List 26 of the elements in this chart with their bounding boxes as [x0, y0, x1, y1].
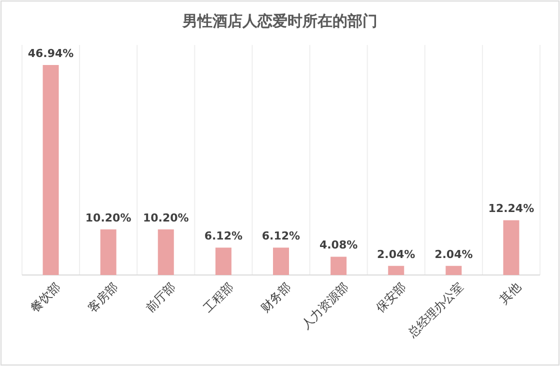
- x-tick-label: 餐饮部: [28, 280, 64, 315]
- bar: [503, 220, 520, 275]
- x-tick-label: 人力资源部: [298, 280, 351, 332]
- bar: [273, 248, 289, 275]
- data-label: 6.12%: [204, 230, 243, 243]
- data-label: 4.08%: [319, 238, 358, 252]
- x-tick-label: 财务部: [258, 280, 294, 315]
- x-tick-label: 工程部: [200, 280, 236, 315]
- data-label: 12.24%: [488, 202, 534, 216]
- data-label: 10.20%: [85, 211, 132, 224]
- bar: [42, 65, 59, 275]
- data-label: 46.94%: [28, 47, 74, 60]
- data-label: 2.04%: [434, 248, 473, 261]
- bar: [215, 248, 232, 275]
- bar: [388, 266, 404, 275]
- data-label: 6.12%: [262, 230, 300, 243]
- data-label: 10.20%: [142, 211, 189, 224]
- x-tick-label: 前厅部: [142, 280, 178, 315]
- bar: [158, 229, 174, 275]
- bar: [446, 266, 462, 275]
- bar: [330, 256, 347, 275]
- x-tick-label: 客房部: [85, 280, 121, 315]
- data-label: 2.04%: [377, 248, 416, 261]
- x-tick-label: 其他: [496, 280, 524, 306]
- chart-title: 男性酒店人恋爱时所在的部门: [182, 12, 378, 30]
- bar: [100, 229, 116, 275]
